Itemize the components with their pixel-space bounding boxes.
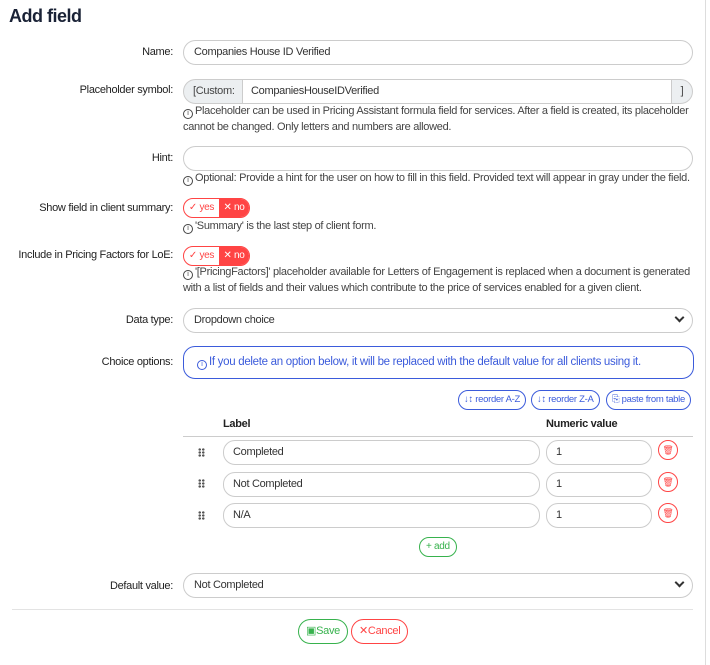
name-input[interactable]: Companies House ID Verified (183, 40, 693, 65)
choices-label: Choice options: (101, 356, 174, 368)
placeholder-input-group: [Custom: CompaniesHouseIDVerified ] (183, 79, 693, 104)
choices-info-box: i If you delete an option below, it will … (183, 346, 694, 379)
reorder-za-button[interactable]: ↓↕ reorder Z-A (531, 390, 600, 410)
reorder-az-button[interactable]: ↓↕ reorder A-Z (458, 390, 526, 410)
page-title: Add field (9, 6, 82, 26)
info-icon: i (183, 109, 193, 119)
drag-handle-icon[interactable] (198, 511, 205, 520)
pricing-label: Include in Pricing Factors for LoE: (18, 249, 173, 261)
paste-from-table-button[interactable]: ⎘ paste from table (606, 390, 691, 410)
summary-toggle[interactable]: ✓ yes ✕ no (183, 198, 250, 218)
summary-label: Show field in client summary: (39, 202, 173, 214)
default-label: Default value: (109, 580, 173, 592)
default-select[interactable]: Not Completed (183, 573, 693, 598)
close-icon: ✕ (359, 625, 368, 637)
chevron-down-icon (674, 577, 685, 588)
option-label-input[interactable]: Completed (223, 440, 540, 465)
cancel-button[interactable]: ✕Cancel (351, 619, 409, 644)
save-icon: ▣ (306, 625, 317, 637)
option-label-input[interactable]: N/A (223, 503, 540, 528)
option-label-input[interactable]: Not Completed (223, 472, 540, 497)
trash-icon[interactable]: 🗑 (658, 472, 678, 492)
summary-yes[interactable]: ✓ yes (188, 202, 215, 213)
chevron-down-icon (674, 312, 685, 323)
placeholder-prefix: [Custom: (193, 85, 235, 97)
placeholder-suffix: ] (680, 85, 684, 97)
drag-handle-icon[interactable] (198, 479, 205, 488)
col-label-header: Label (223, 418, 251, 430)
summary-no[interactable]: ✕ no (219, 199, 249, 217)
option-value-input[interactable]: 1 (546, 440, 652, 465)
option-value-input[interactable]: 1 (546, 503, 652, 528)
placeholder-help: i Placeholder can be used in Pricing Assi… (183, 105, 689, 133)
name-label: Name: (142, 46, 173, 58)
col-value-header: Numeric value (546, 418, 618, 430)
info-icon: i (183, 224, 193, 234)
pricing-help: i '[PricingFactors]' placeholder availabl… (183, 266, 690, 294)
add-option-button[interactable]: + add (419, 537, 457, 557)
option-value-input[interactable]: 1 (546, 472, 652, 497)
trash-icon[interactable]: 🗑 (658, 503, 678, 523)
save-button[interactable]: ▣Save (298, 619, 348, 644)
info-icon: i (197, 360, 207, 370)
hint-help: i Optional: Provide a hint for the user o… (183, 170, 698, 186)
divider (183, 436, 693, 437)
pricing-yes[interactable]: ✓ yes (188, 250, 215, 261)
datatype-label: Data type: (125, 314, 173, 326)
divider (12, 609, 693, 610)
info-icon: i (183, 270, 193, 280)
drag-handle-icon[interactable] (198, 448, 205, 457)
hint-input[interactable] (183, 146, 693, 171)
info-icon: i (183, 176, 193, 186)
pricing-no[interactable]: ✕ no (219, 247, 249, 265)
placeholder-input[interactable]: CompaniesHouseIDVerified (242, 80, 672, 103)
summary-help: i 'Summary' is the last step of client fo… (183, 218, 698, 234)
pricing-toggle[interactable]: ✓ yes ✕ no (183, 246, 250, 266)
scrollbar-edge (705, 0, 706, 665)
trash-icon[interactable]: 🗑 (658, 440, 678, 460)
datatype-select[interactable]: Dropdown choice (183, 308, 693, 333)
hint-label: Hint: (151, 152, 173, 164)
placeholder-label: Placeholder symbol: (79, 84, 174, 96)
